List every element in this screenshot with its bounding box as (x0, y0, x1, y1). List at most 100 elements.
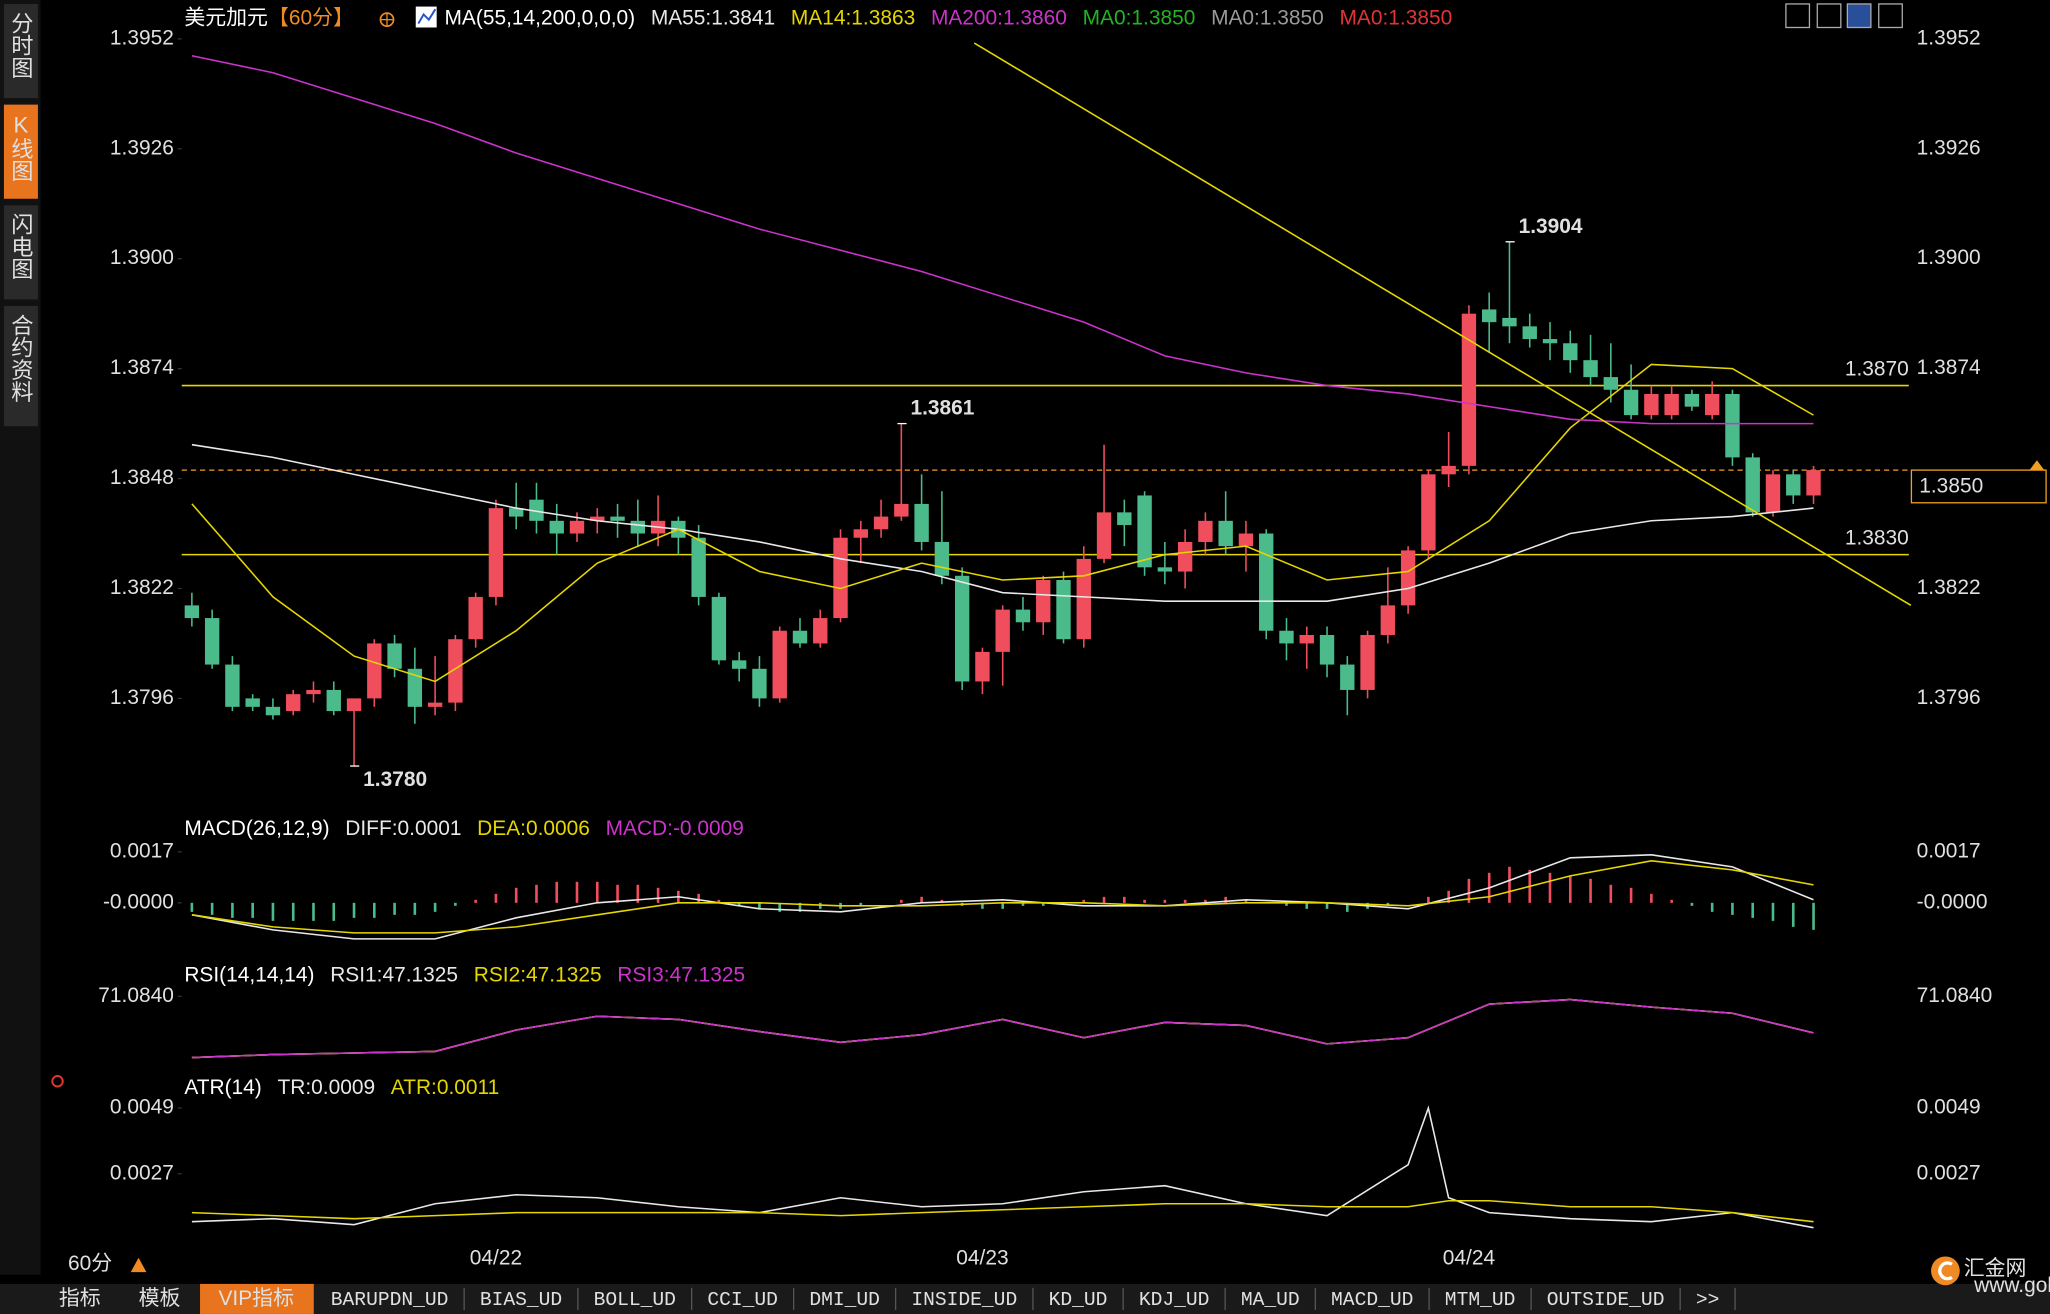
footer-tab[interactable]: CCI_UD (707, 1289, 778, 1311)
legend-entry: RSI3:47.1325 (617, 963, 745, 986)
footer-tab[interactable]: MTM_UD (1445, 1289, 1516, 1311)
series-line (191, 363, 1814, 683)
tool-icon[interactable] (1785, 3, 1811, 29)
y-tick-label-right: 1.3874 (1917, 356, 1981, 379)
y-tick-label-right: 0.0049 (1917, 1096, 1981, 1119)
toolbar-icons (1785, 3, 1903, 29)
legend-entry: ATR(14) (184, 1075, 261, 1098)
series-line (191, 860, 1814, 934)
x-tick-label: 04/22 (470, 1247, 522, 1270)
footer-bar (0, 1283, 2050, 1314)
candle-body (1786, 474, 1801, 496)
candle-body (1177, 541, 1193, 572)
sidebar-tab[interactable] (3, 305, 38, 427)
legend-entry: DEA:0.0006 (477, 816, 590, 839)
candle-body (1036, 580, 1051, 623)
logo-icon (1931, 1256, 1960, 1286)
y-tick-label: 1.3952 (110, 26, 174, 49)
footer-tab[interactable]: DMI_UD (809, 1289, 880, 1311)
sidebar-tab[interactable] (3, 205, 38, 300)
footer-tab[interactable]: BOLL_UD (594, 1289, 676, 1311)
candle-body (1806, 470, 1821, 496)
last-price-label: 1.3850 (1919, 475, 1983, 498)
legend-entry: MA200:1.3860 (931, 6, 1067, 29)
y-tick-label-right: 1.3796 (1917, 686, 1981, 709)
legend-entry: MA0:1.3850 (1340, 6, 1453, 29)
legend-entry: MA0:1.3850 (1083, 6, 1196, 29)
candle-body (792, 630, 808, 644)
last-price-box (1910, 469, 2047, 504)
y-tick-label: 1.3822 (110, 576, 174, 599)
footer-tab[interactable]: >> (1696, 1289, 1720, 1311)
candle-body (1461, 313, 1477, 466)
candle-body (1360, 634, 1375, 690)
candle-body (1664, 393, 1679, 416)
candle-body (265, 706, 281, 716)
candle-body (1502, 317, 1517, 327)
candle-body (1765, 474, 1781, 513)
candle-body (1076, 558, 1091, 640)
tool-icon[interactable] (1816, 3, 1842, 29)
series-line (191, 1105, 1814, 1229)
period-arrow[interactable] (130, 1257, 147, 1273)
candle-body (286, 694, 301, 712)
legend: MA(55,14,200,0,0,0) MA55:1.3841 MA14:1.386… (445, 6, 1453, 29)
candle-body (1157, 567, 1173, 572)
y-tick-label: 0.0017 (110, 839, 174, 862)
candle-body (1319, 634, 1335, 665)
footer-tab[interactable]: 模板 (139, 1287, 181, 1310)
candle-body (1704, 393, 1720, 416)
y-tick-label: 1.3926 (110, 136, 174, 159)
candle-body (853, 529, 868, 538)
y-tick-label: 71.0840 (98, 984, 174, 1007)
footer-tab[interactable]: INSIDE_UD (911, 1289, 1017, 1311)
footer-tab[interactable]: BIAS_UD (480, 1289, 562, 1311)
candle-body (1096, 512, 1112, 559)
footer-tab[interactable]: BARUPDN_UD (331, 1289, 449, 1311)
series-line (191, 1199, 1814, 1223)
tool-icon[interactable] (1878, 3, 1903, 29)
candle-body (569, 520, 585, 534)
footer-tab[interactable]: KDJ_UD (1139, 1289, 1210, 1311)
candle-body (367, 643, 382, 699)
footer-tab[interactable]: 指标 (59, 1287, 101, 1310)
legend-entry: RSI2:47.1325 (474, 963, 602, 986)
candle-body (833, 537, 848, 619)
candle-body (1238, 533, 1254, 547)
footer-tab[interactable]: VIP指标 (218, 1287, 294, 1310)
footer-tab[interactable]: OUTSIDE_UD (1547, 1289, 1665, 1311)
footer-tab[interactable]: MA_UD (1241, 1289, 1300, 1311)
footer-tab[interactable]: KD_UD (1049, 1289, 1108, 1311)
extreme-label: 1.3780 (363, 768, 427, 791)
footer-tab[interactable]: MACD_UD (1331, 1289, 1413, 1311)
candle-body (427, 702, 443, 707)
logo-url: www.gold678.com (1973, 1274, 2050, 1297)
legend-entry: MACD(26,12,9) (184, 816, 329, 839)
y-tick-label: 0.0027 (110, 1161, 174, 1184)
y-tick-label-right: 1.3822 (1917, 576, 1981, 599)
tool-icon[interactable] (1846, 3, 1872, 29)
candle-body (873, 516, 889, 530)
candle-body (1117, 512, 1132, 526)
y-tick-label-right: -0.0000 (1917, 890, 1988, 913)
candle-body (813, 618, 828, 644)
sidebar-tab-label: K线图 (8, 112, 33, 182)
candle-body (954, 575, 970, 682)
sidebar-tab[interactable] (3, 104, 38, 199)
sidebar-tab-label: 闪电图 (8, 213, 33, 280)
x-tick-label: 04/23 (956, 1247, 1008, 1270)
candle-body (225, 664, 240, 707)
settings-icon[interactable] (51, 1075, 64, 1088)
series-line (191, 54, 1814, 425)
sidebar-tab[interactable] (3, 3, 38, 99)
candle-body (387, 643, 402, 669)
sidebar-tab-label: 分时图 (8, 11, 33, 78)
candle-body (529, 499, 544, 521)
candle-body (549, 520, 564, 534)
legend-entry: TR:0.0009 (277, 1075, 375, 1098)
candle-body (731, 660, 747, 669)
period-label: 60分 (68, 1252, 112, 1275)
candle-body (995, 609, 1010, 652)
